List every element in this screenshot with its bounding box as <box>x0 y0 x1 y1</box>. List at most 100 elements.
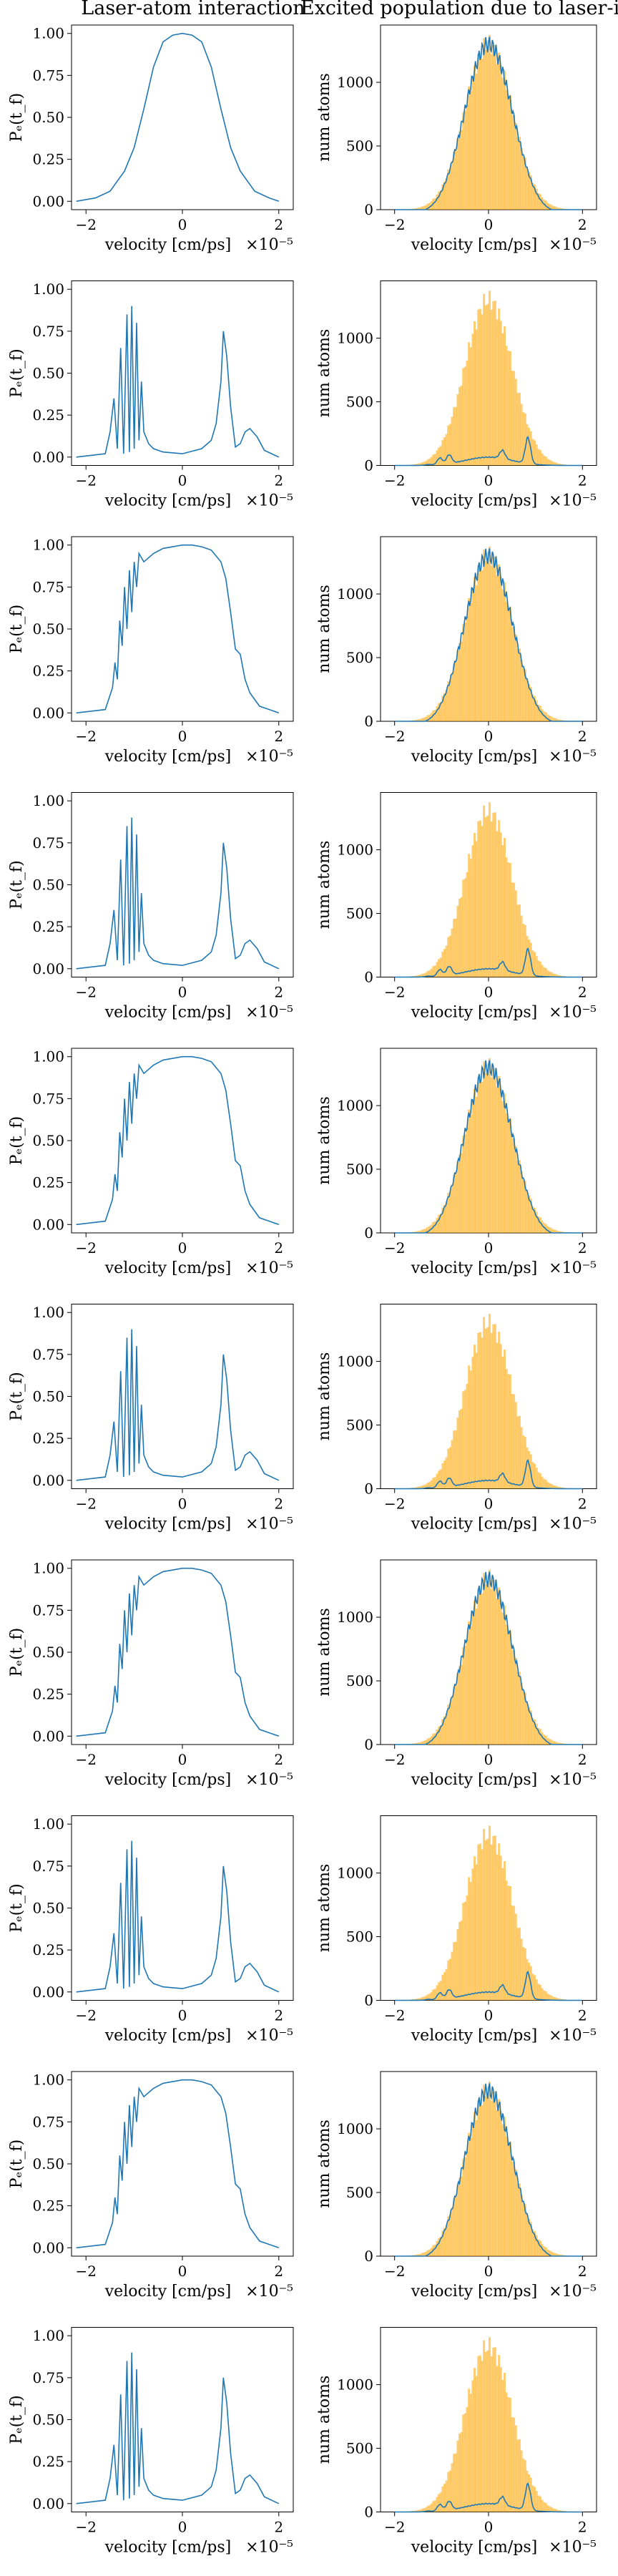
histogram-bar <box>433 965 436 977</box>
histogram-bar <box>474 2112 476 2256</box>
histogram-bar <box>474 1345 476 1489</box>
probability-line <box>76 2352 280 2504</box>
histogram-bar <box>468 2389 471 2512</box>
histogram-bar <box>556 1998 559 2001</box>
y-tick-label: 500 <box>346 1672 373 1689</box>
histogram-bar <box>558 1999 561 2001</box>
y-axis-label: num atoms <box>315 1864 333 1953</box>
histogram-bar <box>483 2084 486 2256</box>
histogram-bar <box>552 2508 555 2512</box>
y-tick-label: 1.00 <box>32 1815 64 1833</box>
histogram-bar <box>454 1686 457 1745</box>
histogram-bar <box>424 2251 427 2256</box>
histogram-bar <box>539 961 541 977</box>
histogram-bar <box>433 709 436 721</box>
y-axis-label: Pₑ(t_f) <box>8 348 26 397</box>
histogram-bar <box>486 48 489 210</box>
panel-left-1: −2 0 2 0.00 0.25 0.50 0.75 1.00 velocity [cm/ps]… <box>8 24 294 254</box>
y-tick-label: 0 <box>364 1480 373 1498</box>
histogram-bar <box>513 627 516 721</box>
histogram-bar <box>415 1999 418 2001</box>
histogram-bar <box>558 1742 561 1745</box>
histogram-bar <box>556 1230 559 1233</box>
histogram-bar <box>469 91 472 210</box>
x-axis-multiplier: ×10⁻⁵ <box>549 1004 597 1022</box>
y-tick-label: 0.25 <box>32 151 64 168</box>
histogram-bar <box>481 58 484 210</box>
histogram-bar <box>554 2253 556 2256</box>
panels: −2 0 2 0.00 0.25 0.50 0.75 1.00 velocity [cm/ps]… <box>8 24 597 2557</box>
histogram-bar <box>462 2414 465 2512</box>
histogram-bar <box>541 1732 544 1745</box>
histogram-bar <box>537 192 540 210</box>
histogram-bar <box>534 1719 536 1745</box>
histogram-bar <box>448 2215 451 2256</box>
histogram-bar <box>516 2184 519 2256</box>
x-axis-label: velocity [cm/ps] <box>411 236 537 254</box>
histogram-bar <box>441 952 444 977</box>
probability-line <box>76 1329 280 1481</box>
histogram-bar <box>531 439 534 466</box>
excited-step-line <box>394 947 583 978</box>
x-axis-label: velocity [cm/ps] <box>411 1771 537 1789</box>
probability-line <box>76 1840 280 1993</box>
x-axis-multiplier: ×10⁻⁵ <box>549 2027 597 2045</box>
y-tick-label: 1000 <box>337 2376 373 2394</box>
histogram-bar <box>428 203 431 210</box>
x-tick-label: −2 <box>384 1751 405 1768</box>
histogram-bar <box>433 1221 436 1233</box>
histogram-bar <box>448 1703 451 1745</box>
histogram-bar <box>546 1994 549 2001</box>
histogram-bar <box>438 1982 441 2001</box>
histogram-bar <box>549 1227 551 1233</box>
y-tick-label: 0.00 <box>32 1472 64 1489</box>
histogram-bar <box>524 669 526 721</box>
histogram-bar <box>464 1134 466 1233</box>
histogram-bar <box>453 1430 456 1489</box>
x-tick-label: −2 <box>75 2263 96 2280</box>
histogram-bar <box>516 1416 519 1489</box>
histogram-bar <box>433 1732 436 1745</box>
histogram-bar <box>454 2197 457 2256</box>
histogram-bar <box>528 1707 531 1745</box>
y-tick-label: 0 <box>364 1224 373 1241</box>
histogram-bar <box>464 623 466 721</box>
histogram-bar <box>539 1473 541 1489</box>
histogram-bar <box>477 54 480 210</box>
histogram-bar <box>534 1975 536 2001</box>
histogram-bar <box>428 459 431 466</box>
histogram-bar <box>471 589 474 721</box>
histogram-bar <box>519 648 521 721</box>
histogram-bar <box>552 462 555 466</box>
histogram-bar <box>471 2380 474 2512</box>
y-tick-label: 0.50 <box>32 620 64 638</box>
histogram-bar <box>492 1835 495 2001</box>
histogram-bar <box>415 2255 418 2256</box>
x-axis-multiplier: ×10⁻⁵ <box>245 1259 293 1277</box>
histogram-bar <box>445 2480 448 2512</box>
histogram-bar <box>541 1476 544 1489</box>
y-tick-label: 1000 <box>337 330 373 347</box>
excited-step-line <box>394 2083 583 2257</box>
histogram-bar <box>443 1972 446 2001</box>
histogram-bar <box>552 1741 555 1745</box>
histogram-bar <box>441 2487 444 2512</box>
x-tick-label: −2 <box>384 984 405 1001</box>
y-tick-label: 1000 <box>337 74 373 91</box>
y-tick-label: 0.00 <box>32 1727 64 1745</box>
y-tick-label: 1.00 <box>32 792 64 809</box>
histogram-bar <box>456 2185 459 2256</box>
histogram-bar <box>432 966 435 977</box>
histogram-bar <box>519 137 521 210</box>
y-tick-label: 1000 <box>337 585 373 602</box>
histogram-bar <box>498 820 501 977</box>
histogram-bar <box>428 2505 431 2512</box>
histogram-bar <box>486 815 489 977</box>
histogram-bar <box>468 1621 471 1745</box>
x-axis-multiplier: ×10⁻⁵ <box>245 2283 293 2301</box>
x-tick-label: 2 <box>578 2007 587 2024</box>
y-tick-label: 0.00 <box>32 960 64 977</box>
histogram-bar <box>513 1906 516 2001</box>
histogram-bar <box>481 1849 484 2001</box>
histogram-bar <box>432 454 435 466</box>
